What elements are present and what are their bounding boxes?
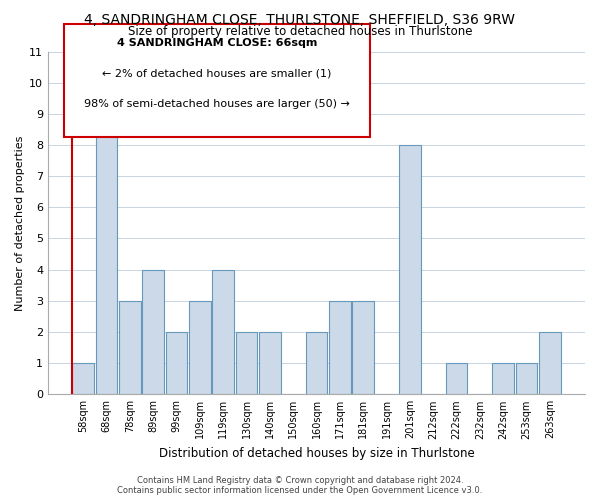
Bar (399, 145, 421, 394)
Bar (142, 270, 164, 394)
Bar (96, 114, 117, 394)
Bar (212, 270, 234, 394)
Bar (119, 301, 140, 394)
Text: Contains public sector information licensed under the Open Government Licence v3: Contains public sector information licen… (118, 486, 482, 495)
Text: Contains HM Land Registry data © Crown copyright and database right 2024.: Contains HM Land Registry data © Crown c… (137, 476, 463, 485)
Text: ← 2% of detached houses are smaller (1): ← 2% of detached houses are smaller (1) (103, 68, 332, 78)
Bar (539, 332, 560, 394)
Bar (352, 301, 374, 394)
Bar (446, 363, 467, 394)
Bar (306, 332, 327, 394)
Text: Size of property relative to detached houses in Thurlstone: Size of property relative to detached ho… (128, 25, 472, 38)
Bar (259, 332, 281, 394)
Text: 4, SANDRINGHAM CLOSE, THURLSTONE, SHEFFIELD, S36 9RW: 4, SANDRINGHAM CLOSE, THURLSTONE, SHEFFI… (85, 12, 515, 26)
Text: 4 SANDRINGHAM CLOSE: 66sqm: 4 SANDRINGHAM CLOSE: 66sqm (117, 38, 317, 48)
Y-axis label: Number of detached properties: Number of detached properties (15, 135, 25, 310)
X-axis label: Distribution of detached houses by size in Thurlstone: Distribution of detached houses by size … (158, 447, 475, 460)
Bar (166, 332, 187, 394)
Bar (516, 363, 537, 394)
Bar (329, 301, 350, 394)
Bar (493, 363, 514, 394)
FancyBboxPatch shape (64, 24, 370, 137)
Bar (236, 332, 257, 394)
Bar (189, 301, 211, 394)
Text: 98% of semi-detached houses are larger (50) →: 98% of semi-detached houses are larger (… (84, 100, 350, 110)
Bar (73, 363, 94, 394)
